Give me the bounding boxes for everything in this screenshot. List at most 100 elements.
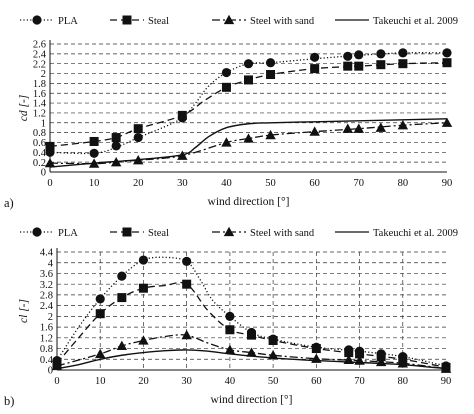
- data-point: [133, 132, 143, 143]
- y-tick-label: 2: [48, 312, 53, 323]
- legend-marker: [122, 15, 132, 25]
- legend-entry: PLA: [20, 227, 78, 239]
- y-tick-label: 2.2: [33, 59, 46, 70]
- data-point: [95, 294, 105, 304]
- data-point: [375, 122, 387, 132]
- legend-label: Steal: [148, 16, 169, 27]
- data-point: [343, 51, 353, 61]
- x-tick-label: 90: [441, 376, 452, 387]
- data-point: [138, 283, 148, 293]
- data-point: [268, 336, 278, 345]
- x-axis-label: wind direction [°]: [211, 394, 293, 406]
- x-axis-label: wind direction [°]: [208, 196, 290, 208]
- y-tick-label: 1.8: [33, 79, 46, 90]
- legend-label: Steel with sand: [250, 228, 315, 239]
- y-tick-label: 0.6: [33, 138, 46, 149]
- y-tick-label: 0.4: [33, 148, 47, 159]
- data-point: [221, 67, 232, 78]
- data-point: [111, 133, 121, 143]
- legend-marker: [122, 227, 132, 237]
- y-tick-label: 2.4: [40, 301, 54, 312]
- series-line: [56, 349, 447, 370]
- data-point: [95, 348, 106, 359]
- data-point: [221, 82, 231, 92]
- data-point: [353, 123, 364, 133]
- legend-label: PLA: [58, 16, 78, 27]
- data-point: [181, 329, 192, 340]
- x-tick-label: 50: [265, 178, 276, 189]
- y-tick-label: 0: [48, 366, 53, 377]
- legend-entry: PLA: [20, 15, 78, 27]
- x-tick-label: 80: [398, 376, 409, 387]
- data-point: [376, 49, 386, 59]
- legend-marker: [223, 14, 235, 25]
- y-tick-label: 2.4: [33, 49, 47, 60]
- data-point: [376, 352, 386, 362]
- series-line: [49, 122, 448, 165]
- x-tick-label: 40: [221, 178, 232, 189]
- data-point: [177, 110, 187, 120]
- x-tick-label: 0: [47, 178, 52, 189]
- legend-entry: Steel with sand: [212, 226, 315, 239]
- x-tick-label: 10: [95, 376, 106, 387]
- y-axis-label: cl [-]: [18, 299, 30, 323]
- y-tick-label: 1.2: [40, 333, 53, 344]
- y-tick-label: 0.4: [40, 355, 54, 366]
- data-point: [376, 60, 386, 70]
- chart-panel-a: 00.20.40.60.811.21.41.61.822.22.42.6 0 10 2…: [4, 14, 458, 210]
- data-point: [246, 347, 257, 357]
- data-point: [225, 311, 235, 321]
- data-point: [309, 126, 320, 136]
- data-point: [95, 309, 105, 319]
- data-point: [133, 124, 143, 134]
- data-point: [116, 340, 128, 351]
- data-point: [243, 133, 254, 143]
- data-point: [111, 141, 121, 151]
- y-tick-label: 0.8: [33, 128, 46, 139]
- legend-entry: Steel with sand: [212, 14, 315, 27]
- data-point: [354, 50, 364, 60]
- data-point: [442, 58, 452, 68]
- data-point: [311, 344, 321, 354]
- data-point: [354, 61, 364, 71]
- y-tick-label: 3.6: [40, 269, 53, 280]
- data-point: [398, 48, 408, 58]
- legend-entry: Steal: [110, 15, 169, 27]
- y-tick-label: 0: [41, 168, 46, 179]
- y-tick-label: 0.8: [40, 344, 53, 355]
- x-tick-label: 30: [177, 178, 188, 189]
- chart-panel-b: 00.40.81.21.622.42.83.23.644.4 0 10 20 30 40 5…: [4, 226, 458, 408]
- y-tick-label: 3.2: [40, 280, 53, 291]
- legend-entry: Steal: [110, 227, 169, 239]
- y-tick-label: 4.4: [40, 248, 54, 259]
- data-point: [244, 75, 253, 85]
- data-point: [225, 325, 235, 335]
- legend-label: Steal: [148, 228, 169, 239]
- y-tick-label: 2.6: [33, 40, 46, 51]
- data-point: [224, 344, 236, 355]
- y-tick-label: 1.4: [33, 99, 47, 110]
- x-tick-label: 70: [354, 178, 365, 189]
- data-point: [310, 52, 320, 62]
- data-point: [138, 255, 149, 265]
- y-axis-label: cd [-]: [18, 95, 30, 122]
- y-tick-label: 1.2: [33, 109, 46, 120]
- data-point: [182, 256, 192, 266]
- legend-entry: Takeuchi et al. 2009: [335, 228, 458, 239]
- data-point: [89, 136, 99, 146]
- data-point: [441, 117, 453, 127]
- legend-label: PLA: [58, 228, 78, 239]
- data-point: [247, 330, 256, 340]
- series-steal: [45, 58, 452, 151]
- data-point: [398, 59, 408, 69]
- x-tick-label: 0: [54, 376, 59, 387]
- series-line: [49, 118, 448, 168]
- y-tick-label: 0.2: [33, 158, 46, 169]
- y-tick-label: 4: [48, 258, 54, 269]
- data-point: [89, 148, 99, 158]
- panel-label: a): [4, 196, 14, 210]
- x-tick-label: 20: [133, 178, 144, 189]
- data-point: [265, 58, 276, 68]
- y-tick-label: 1: [41, 118, 46, 129]
